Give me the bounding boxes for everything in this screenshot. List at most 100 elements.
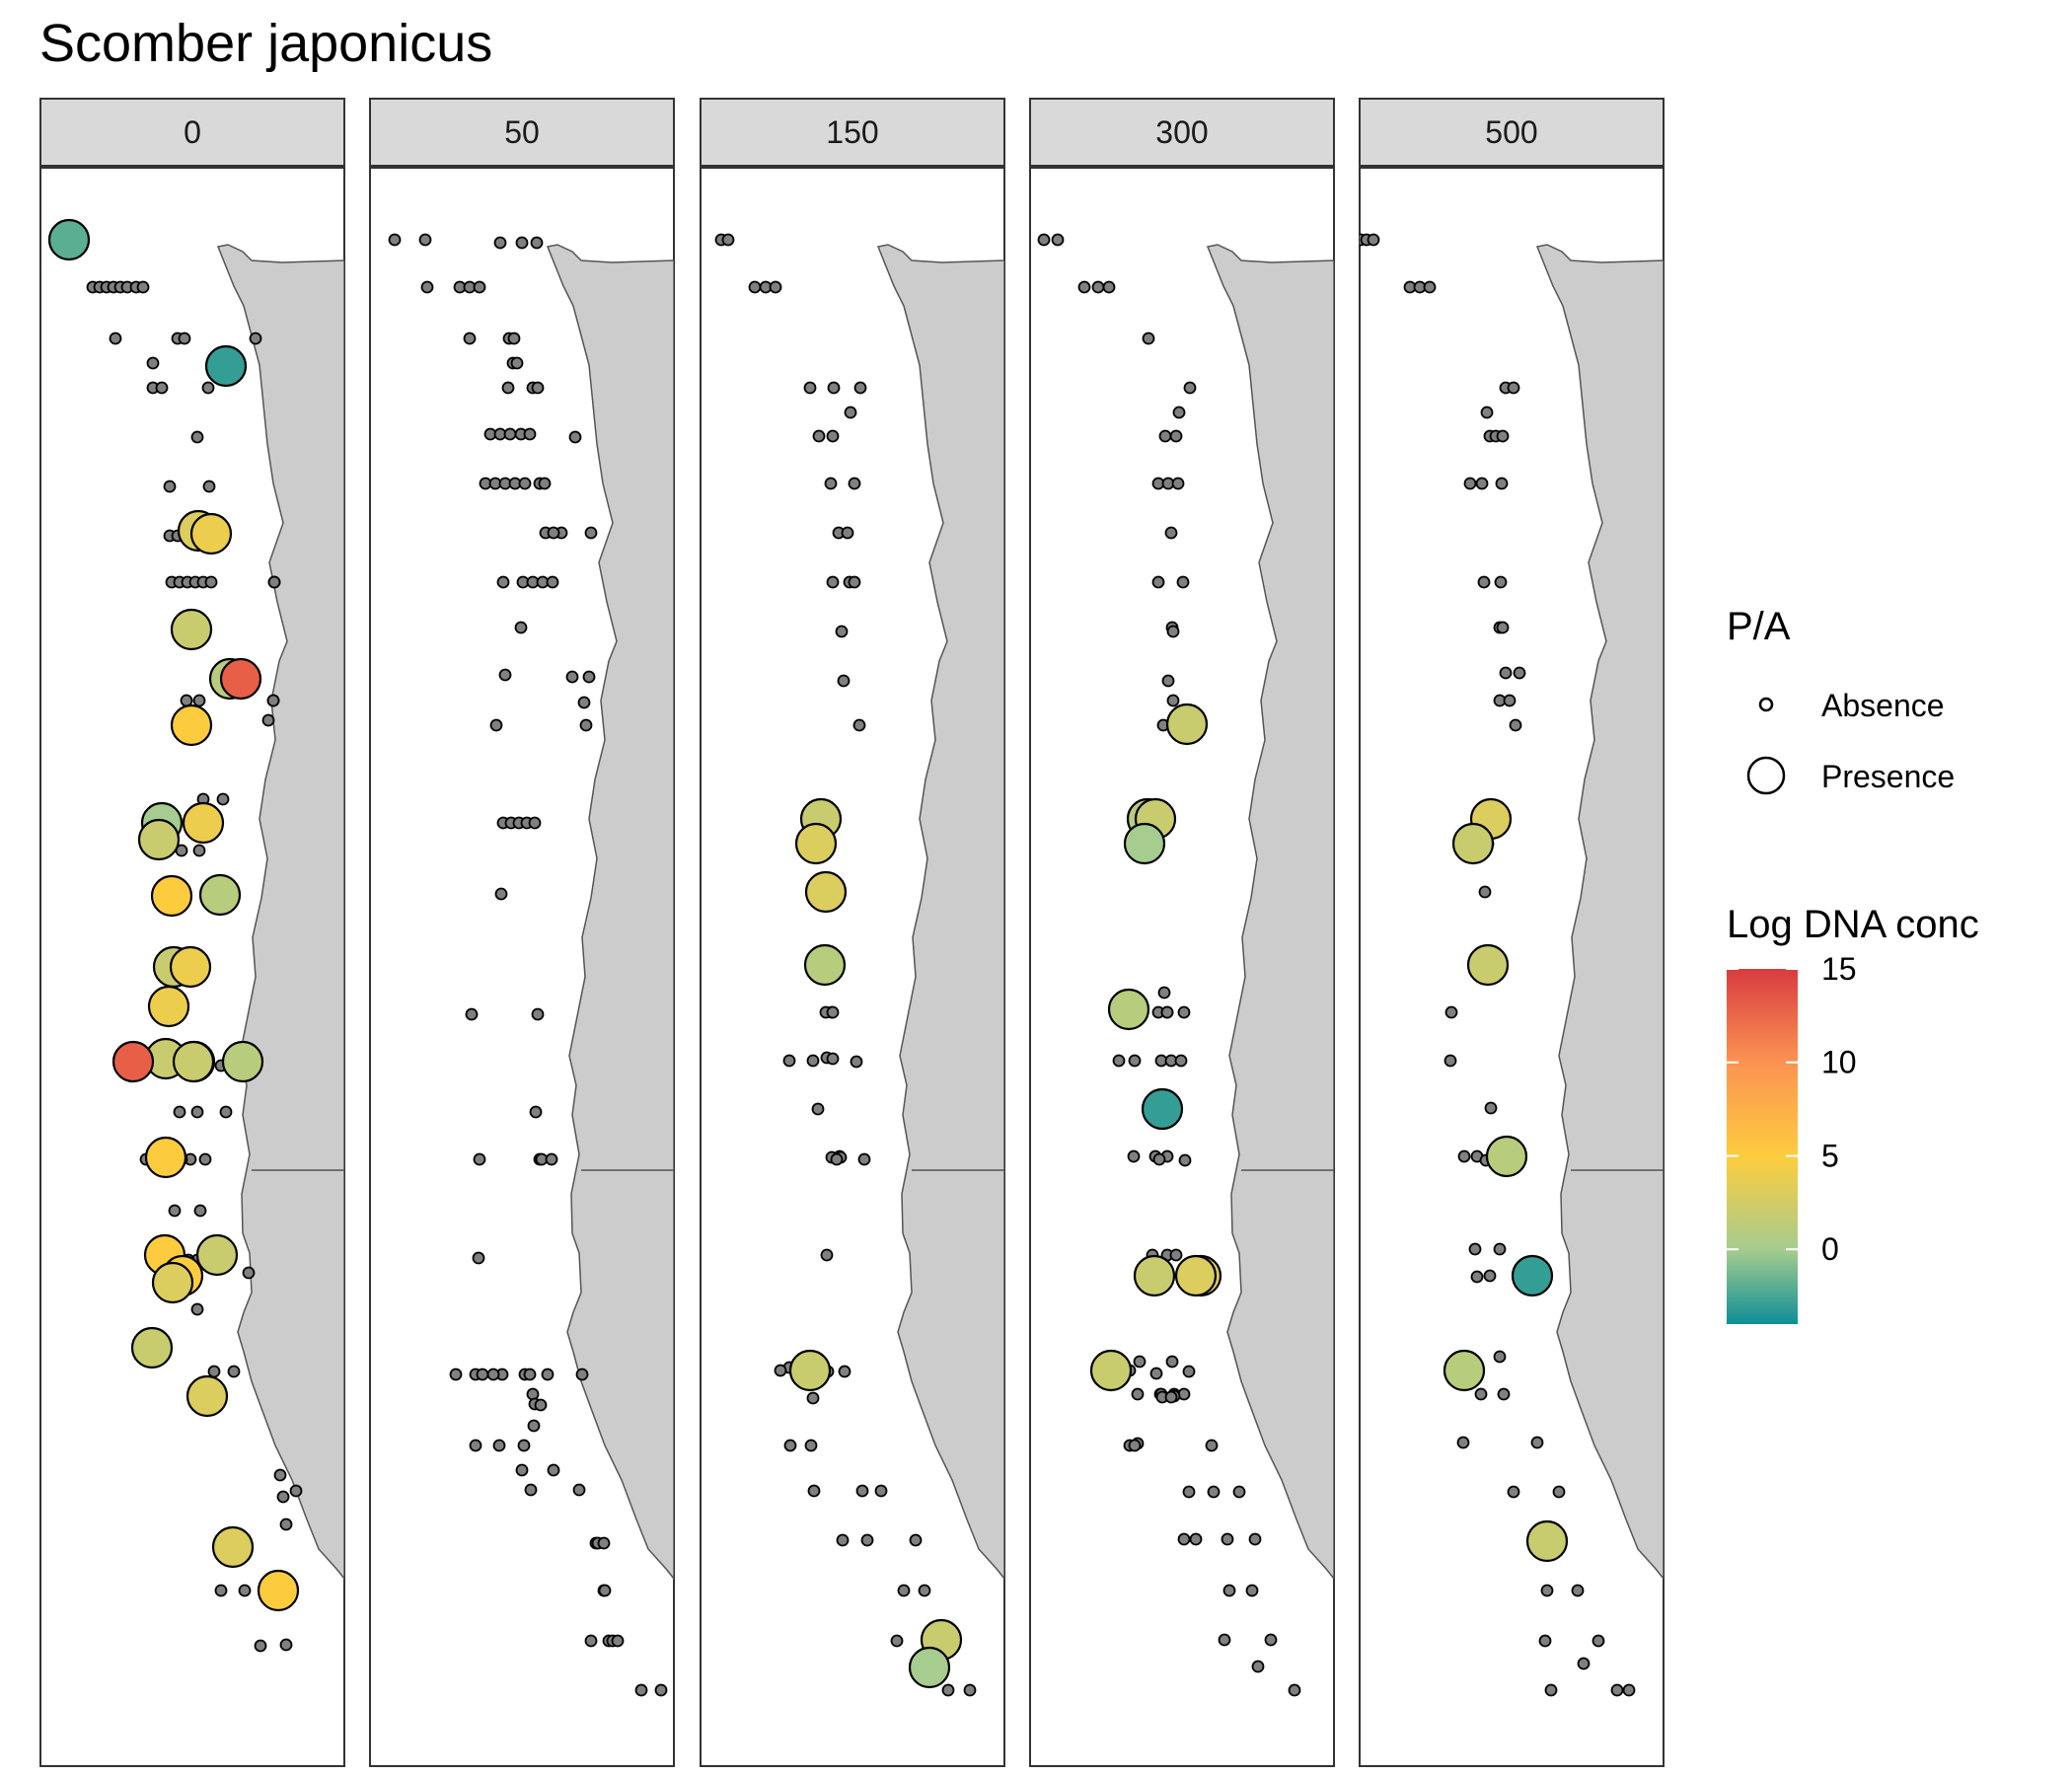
absence-point xyxy=(848,477,861,490)
land-layer xyxy=(546,244,674,1581)
absence-point xyxy=(198,1152,212,1166)
absence-point xyxy=(498,668,512,682)
absence-point xyxy=(249,332,262,345)
absence-point xyxy=(1133,1355,1147,1369)
points-layer xyxy=(1037,233,1301,1697)
absence-point xyxy=(634,1683,648,1697)
absence-point xyxy=(227,1365,241,1378)
presence-point xyxy=(1141,1087,1184,1131)
facet-strip-label: 150 xyxy=(826,114,878,150)
absence-point xyxy=(579,718,593,732)
presence-point xyxy=(211,1525,255,1569)
absence-point xyxy=(807,1484,821,1498)
absence-point xyxy=(190,430,204,444)
facet-strip-0 xyxy=(39,98,345,167)
presence-point xyxy=(130,1326,174,1369)
absence-point xyxy=(527,1419,541,1433)
absence-point xyxy=(279,1517,293,1531)
absence-point xyxy=(267,575,281,589)
absence-point xyxy=(1463,477,1477,490)
absence-point xyxy=(890,1634,904,1648)
absence-point xyxy=(219,1105,233,1119)
colorbar-tick-label: 15 xyxy=(1821,951,1857,987)
presence-point xyxy=(195,1233,239,1277)
absence-point xyxy=(963,1683,977,1697)
absence-point xyxy=(192,844,206,857)
presence-point xyxy=(182,801,225,845)
land-polygon xyxy=(1206,244,1334,1581)
absence-point xyxy=(518,477,532,490)
absence-point xyxy=(473,280,486,294)
absence-point xyxy=(1158,429,1172,443)
presence-point xyxy=(198,873,242,917)
presence-point xyxy=(147,985,190,1028)
absence-point xyxy=(492,1439,506,1452)
presence-point xyxy=(144,1136,187,1179)
absence-point xyxy=(874,1484,888,1498)
presence-point xyxy=(1133,1254,1176,1297)
absence-point xyxy=(1164,1390,1178,1404)
absence-point xyxy=(193,1204,207,1218)
absence-point xyxy=(238,1584,252,1597)
absence-point xyxy=(529,1105,543,1119)
absence-point xyxy=(546,575,559,589)
absence-point xyxy=(178,332,191,345)
absence-point xyxy=(1112,1054,1126,1068)
absence-point xyxy=(289,1484,303,1498)
presence-point xyxy=(788,1349,832,1392)
absence-point xyxy=(1171,477,1185,490)
absence-point xyxy=(1477,575,1491,589)
colorbar-tick-label: 10 xyxy=(1821,1045,1857,1080)
absence-point xyxy=(517,1439,531,1452)
absence-point xyxy=(530,236,544,250)
presence-point xyxy=(908,1646,951,1689)
land-layer xyxy=(1206,244,1334,1581)
absence-point xyxy=(524,1483,538,1497)
absence-point xyxy=(611,1634,625,1648)
absence-point xyxy=(783,1439,797,1452)
absence-point xyxy=(1509,718,1522,732)
absence-point xyxy=(826,1052,840,1066)
absence-point xyxy=(1493,1242,1507,1256)
absence-point xyxy=(254,1639,267,1653)
presence-point xyxy=(170,703,213,747)
absence-point xyxy=(1493,1350,1507,1364)
presence-point xyxy=(47,218,91,261)
absence-point xyxy=(1172,406,1186,419)
presence-point xyxy=(1525,1519,1569,1563)
absence-point xyxy=(1552,1485,1566,1499)
absence-point xyxy=(190,1105,204,1119)
presence-point xyxy=(1174,1254,1218,1297)
absence-point xyxy=(1091,280,1105,294)
presence-point xyxy=(1451,822,1495,865)
absence-point xyxy=(1077,280,1091,294)
absence-point xyxy=(1610,1683,1624,1697)
facet-panel-50: 50 xyxy=(369,98,675,1767)
absence-point xyxy=(541,1368,555,1381)
absence-point xyxy=(1507,1485,1520,1499)
absence-point xyxy=(918,1584,931,1597)
absence-point xyxy=(507,332,521,345)
absence-point xyxy=(838,1365,851,1378)
absence-point xyxy=(1478,885,1492,899)
absence-point xyxy=(806,1054,820,1068)
absence-point xyxy=(1164,526,1178,540)
absence-point xyxy=(575,1368,589,1381)
absence-point xyxy=(526,1387,540,1401)
absence-point xyxy=(1571,1584,1585,1597)
absence-point xyxy=(1189,1532,1203,1546)
absence-point xyxy=(1174,1054,1188,1068)
absence-point xyxy=(1497,1387,1511,1401)
absence-point xyxy=(853,381,867,395)
absence-point xyxy=(514,621,528,634)
points-layer xyxy=(1360,233,1636,1697)
absence-point xyxy=(1367,233,1380,247)
absence-point xyxy=(1540,1584,1554,1597)
absence-point xyxy=(207,1365,221,1378)
absence-point xyxy=(1177,1387,1191,1401)
land-polygon xyxy=(546,244,674,1581)
absence-point xyxy=(1251,1660,1265,1673)
absence-point xyxy=(109,332,122,345)
absence-point xyxy=(418,233,432,247)
absence-point xyxy=(1591,1634,1605,1648)
